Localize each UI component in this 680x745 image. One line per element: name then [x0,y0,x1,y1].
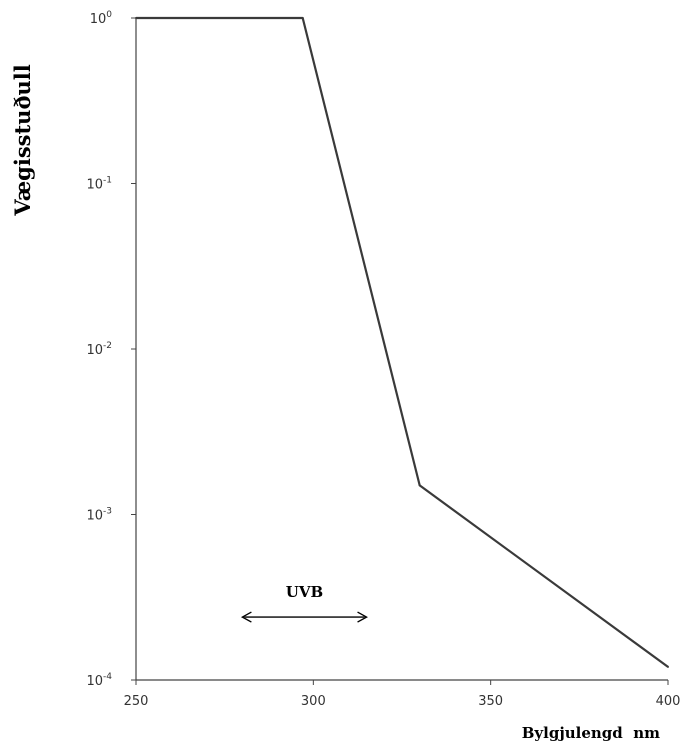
series-layer [135,16,669,668]
data-point [135,17,137,19]
y-tick-label: 10-1 [86,176,112,193]
y-ticks: 100 10-1 10-2 10-3 10-4 [86,10,136,689]
uvb-arrow-left-head [240,611,252,623]
series-line [136,16,669,668]
plot-frame [135,18,668,681]
y-tick-label: 100 [90,10,113,27]
uvb-label: UVB [286,583,323,601]
x-tick-label: 400 [656,694,680,709]
data-point [418,484,421,487]
x-tick-label: 350 [478,694,503,709]
data-point [301,17,304,19]
data-point [667,665,669,668]
y-tick-label: 10-2 [86,341,112,358]
uvb-arrow-right-head [357,611,368,623]
y-tick-label: 10-4 [86,672,112,689]
x-tick-label: 300 [301,694,326,709]
x-ticks: 250 300 350 400 [124,680,680,709]
x-axis-title: Bylgjulengd nm [522,724,660,742]
annotation-layer: UVB [240,583,368,623]
y-tick-label: 10-3 [86,507,112,524]
y-axis-title: Vægisstuðull [10,64,35,216]
x-tick-label: 250 [124,694,149,709]
